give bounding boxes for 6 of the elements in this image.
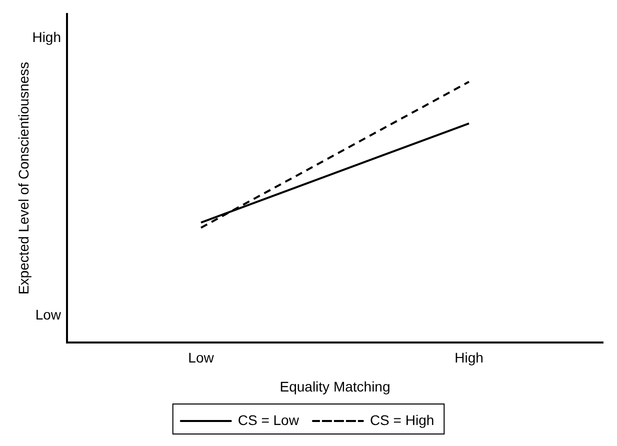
y-axis-title: Expected Level of Conscientiousness [15,62,32,295]
legend-label: CS = High [370,412,434,428]
x-axis-title: Equality Matching [280,378,390,394]
legend-label: CS = Low [238,412,300,428]
text: Low [35,306,62,322]
text: High [32,28,61,45]
